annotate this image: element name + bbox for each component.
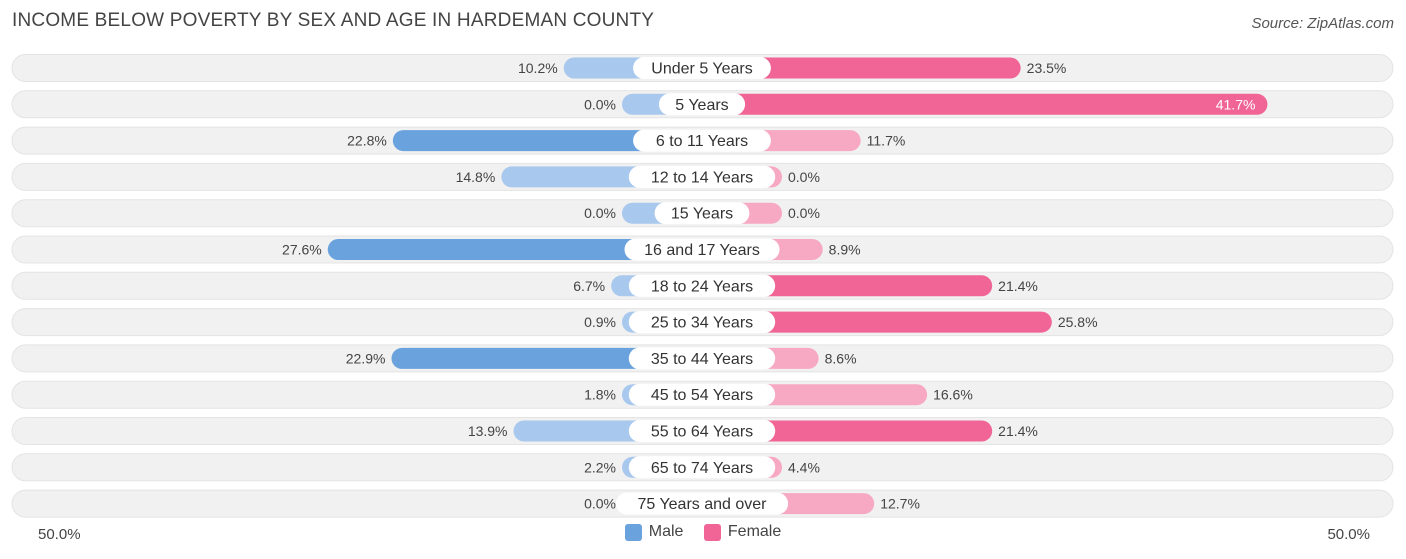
value-label-female: 0.0% [788, 169, 820, 185]
legend-item-male[interactable]: Male [624, 523, 684, 541]
category-pill [628, 420, 776, 442]
category-label: 15 Years [671, 206, 733, 223]
category-label: 12 to 14 Years [651, 169, 753, 186]
chart-row: 22.8% 11.7% 6 to 11 Years [11, 126, 1394, 155]
bar-female [702, 93, 1268, 115]
value-label-female: 41.7% [1216, 96, 1256, 112]
value-label-male: 2.2% [584, 459, 616, 475]
category-label: 6 to 11 Years [656, 133, 748, 150]
category-label: 35 to 44 Years [651, 351, 753, 368]
value-label-female: 8.6% [825, 350, 857, 366]
value-label-male: 22.8% [347, 133, 387, 149]
value-label-male: 0.0% [584, 96, 616, 112]
category-pill [628, 347, 776, 370]
value-label-female: 0.0% [788, 205, 820, 221]
chart-row: 0.9% 25.8% 25 to 34 Years [11, 308, 1394, 337]
bar-female [702, 275, 993, 297]
category-pill [654, 202, 750, 225]
chart-row: 1.8% 16.6% 45 to 54 Years [11, 380, 1394, 409]
category-pill [658, 93, 746, 116]
bar-female [702, 311, 1052, 333]
chart-row: 6.7% 21.4% 18 to 24 Years [11, 271, 1394, 300]
value-label-male: 22.9% [346, 350, 386, 366]
chart-area: 10.2% 23.5% Under 5 Years 0.0% 41.7% 5 Years 2… [11, 54, 1394, 518]
category-label: 45 to 54 Years [651, 387, 753, 404]
value-label-male: 0.9% [584, 314, 616, 330]
category-label: 75 Years and over [638, 496, 768, 513]
value-label-female: 16.6% [933, 387, 973, 403]
category-label: 55 to 64 Years [651, 424, 753, 441]
value-label-female: 8.9% [829, 242, 861, 258]
value-label-female: 11.7% [867, 133, 906, 149]
category-label: 16 and 17 Years [644, 242, 760, 259]
legend-swatch-female [703, 523, 721, 541]
value-label-female: 4.4% [788, 459, 820, 475]
category-pill [633, 57, 771, 79]
legend-label-female: Female [727, 523, 782, 540]
chart-row: 0.0% 0.0% 15 Years [11, 199, 1394, 228]
value-label-male: 6.7% [573, 278, 605, 294]
value-label-male: 0.0% [584, 205, 616, 221]
chart-row: 27.6% 8.9% 16 and 17 Years [11, 235, 1394, 264]
bar-female [702, 57, 1021, 79]
category-label: 25 to 34 Years [651, 315, 753, 332]
chart-title: INCOME BELOW POVERTY BY SEX AND AGE IN H… [12, 10, 655, 31]
legend: Male Female [0, 523, 1406, 546]
value-label-female: 21.4% [998, 278, 1038, 294]
axis-left-label: 50.0% [38, 526, 81, 543]
category-pill [615, 492, 789, 515]
legend-item-female[interactable]: Female [703, 523, 782, 541]
category-pill [628, 456, 776, 479]
value-label-female: 21.4% [998, 423, 1038, 439]
value-label-male: 0.0% [584, 496, 616, 512]
bar-male [392, 130, 702, 152]
category-label: Under 5 Years [651, 61, 752, 78]
value-label-male: 14.8% [456, 169, 496, 185]
bar-female [702, 420, 993, 442]
chart-row: 10.2% 23.5% Under 5 Years [11, 54, 1394, 82]
bar-male [391, 347, 702, 369]
category-label: 65 to 74 Years [651, 460, 753, 477]
chart-row: 22.9% 8.6% 35 to 44 Years [11, 344, 1394, 373]
chart-row: 0.0% 41.7% 5 Years [11, 90, 1394, 119]
category-pill [628, 274, 776, 297]
category-label: 18 to 24 Years [651, 278, 753, 295]
category-pill [628, 311, 776, 334]
category-pill [628, 383, 776, 406]
value-label-male: 1.8% [584, 387, 616, 403]
value-label-male: 13.9% [468, 423, 508, 439]
category-pill [633, 129, 771, 152]
legend-label-male: Male [648, 523, 684, 540]
value-label-female: 25.8% [1058, 314, 1098, 330]
value-label-male: 10.2% [518, 60, 558, 76]
category-pill [624, 238, 780, 261]
value-label-female: 12.7% [880, 496, 920, 512]
source-label: Source: ZipAtlas.com [1251, 15, 1394, 32]
legend-swatch-male [624, 523, 642, 541]
chart-row: 13.9% 21.4% 55 to 64 Years [11, 417, 1394, 445]
value-label-female: 23.5% [1027, 60, 1067, 76]
category-pill [628, 165, 776, 188]
chart-row: 2.2% 4.4% 65 to 74 Years [11, 453, 1394, 482]
bar-male [327, 239, 702, 260]
axis-right-label: 50.0% [1327, 526, 1370, 543]
value-label-male: 27.6% [282, 242, 322, 258]
chart-row: 0.0% 12.7% 75 Years and over [11, 489, 1394, 518]
chart-row: 14.8% 0.0% 12 to 14 Years [11, 162, 1394, 191]
category-label: 5 Years [675, 97, 728, 114]
